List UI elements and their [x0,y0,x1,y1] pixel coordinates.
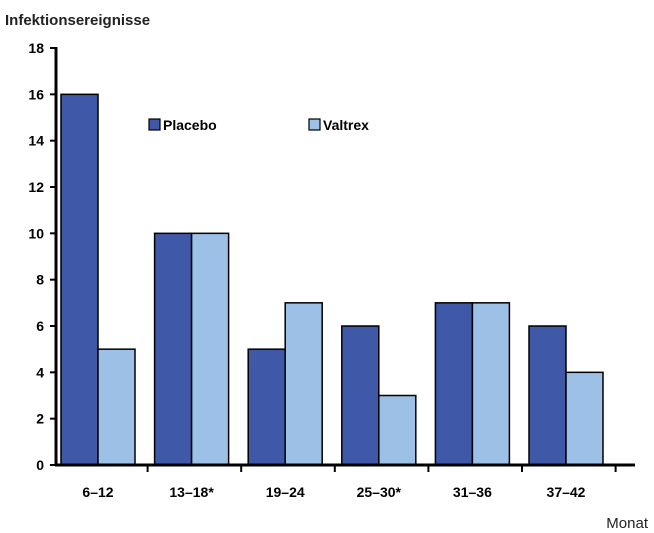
x-tick-label: 25–30* [357,484,402,500]
x-tick-label: 31–36 [453,484,492,500]
legend-label-valtrex: Valtrex [323,117,369,133]
y-axis-title: Infektionsereignisse [5,12,150,29]
bar-placebo-0 [60,93,99,466]
bar-valtrex-4 [471,302,511,466]
y-tick-label: 6 [36,318,44,334]
bar-placebo-5 [528,325,567,466]
legend: Placebo Valtrex [148,117,369,133]
bar-placebo-3 [341,325,380,466]
x-axis-title: Monat [606,515,649,532]
bar-valtrex-5 [565,371,604,466]
x-tick-label: 13–18* [169,484,214,500]
y-tick-label: 0 [36,457,44,473]
bar-valtrex-1 [190,232,230,466]
y-tick-label: 14 [28,133,44,149]
x-tick-label: 6–12 [82,484,113,500]
bar-placebo-4 [434,302,474,466]
y-tick-label: 18 [28,40,44,56]
x-axis-ticks: 6–12 13–18* 19–24 25–30* 31–36 37–42 [82,465,617,500]
y-tick-label: 16 [28,86,44,102]
y-tick-label: 4 [36,364,44,380]
bar-valtrex-2 [284,302,323,466]
y-tick-label: 8 [36,272,44,288]
x-tick-label: 37–42 [547,484,586,500]
x-tick-label: 19–24 [266,484,305,500]
y-tick-label: 10 [28,225,44,241]
bars [60,93,604,466]
y-tick-label: 2 [36,411,44,427]
y-tick-label: 12 [28,179,44,195]
bar-placebo-2 [247,348,286,466]
y-axis-ticks: 0 2 4 6 8 10 12 14 16 18 [28,40,56,473]
legend-swatch-valtrex [308,118,321,131]
bar-placebo-1 [153,232,193,466]
bar-valtrex-0 [97,348,136,466]
legend-swatch-placebo [148,118,161,131]
legend-label-placebo: Placebo [163,117,217,133]
bar-valtrex-3 [378,394,417,466]
